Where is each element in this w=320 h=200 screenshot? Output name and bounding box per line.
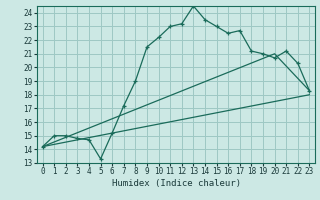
X-axis label: Humidex (Indice chaleur): Humidex (Indice chaleur) (111, 179, 241, 188)
